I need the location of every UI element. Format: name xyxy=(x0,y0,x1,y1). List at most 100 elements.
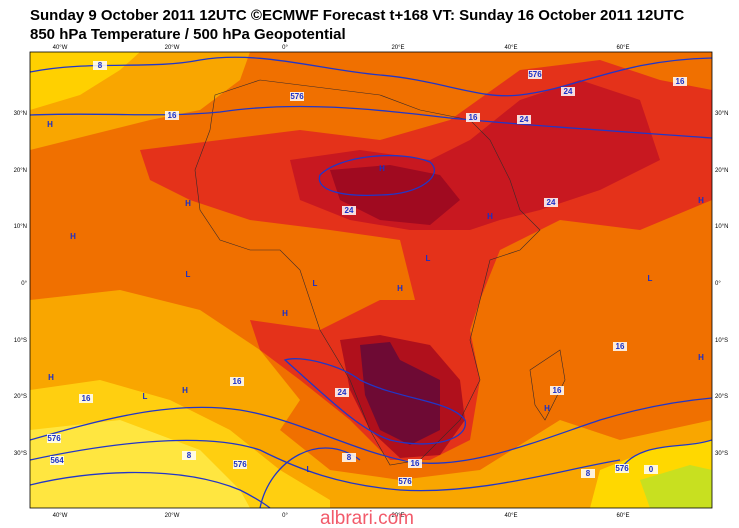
lat-label: 0° xyxy=(21,281,27,287)
contour-label-box xyxy=(182,451,196,460)
pressure-marker: H xyxy=(698,353,704,362)
pressure-marker: H xyxy=(397,284,403,293)
pressure-marker: H xyxy=(47,120,53,129)
lat-label: 20°S xyxy=(14,394,27,400)
lon-label: 0° xyxy=(282,513,288,519)
contour-label: 16 xyxy=(469,113,478,122)
contour-label: 16 xyxy=(553,386,562,395)
lat-label: 10°N xyxy=(715,224,728,230)
lon-label: 40°E xyxy=(504,513,517,519)
contour-label-box xyxy=(342,453,356,462)
contour-label: 576 xyxy=(615,464,629,473)
title-line2: 850 hPa Temperature / 500 hPa Geopotenti… xyxy=(30,26,346,43)
pressure-marker: L xyxy=(307,465,312,474)
contour-label: 24 xyxy=(338,388,347,397)
lat-label: 10°S xyxy=(14,338,27,344)
contour-label-box xyxy=(673,77,687,86)
contour-label: 16 xyxy=(233,377,242,386)
lat-label: 20°N xyxy=(14,168,27,174)
pressure-marker: L xyxy=(143,392,148,401)
lon-label: 20°E xyxy=(391,513,404,519)
contour-label-box xyxy=(290,92,304,101)
lat-label: 20°N xyxy=(715,168,728,174)
contour-label: 576 xyxy=(290,92,304,101)
contour-label-box xyxy=(615,464,629,473)
contour-label-box xyxy=(613,342,627,351)
lon-label: 20°W xyxy=(165,513,180,519)
pressure-marker: H xyxy=(487,212,493,221)
map-frame xyxy=(29,51,713,509)
pressure-marker: L xyxy=(426,254,431,263)
contour-label-box xyxy=(165,111,179,120)
lon-label: 0° xyxy=(282,45,288,51)
pressure-marker: H xyxy=(185,199,191,208)
pressure-marker: H xyxy=(70,232,76,241)
lon-label: 20°E xyxy=(391,45,404,51)
contour-label-box xyxy=(517,115,531,124)
pressure-marker: H xyxy=(379,164,385,173)
contour-label-box xyxy=(528,70,542,79)
contour-label: 16 xyxy=(411,459,420,468)
lat-label: 0° xyxy=(715,281,721,287)
contour-label-box xyxy=(47,434,61,443)
contour-label: 24 xyxy=(547,198,556,207)
contour-label: 8 xyxy=(347,453,352,462)
pressure-marker: H xyxy=(182,386,188,395)
contour-label: 564 xyxy=(50,456,64,465)
contour-label-box xyxy=(50,456,64,465)
lat-label: 20°S xyxy=(715,394,728,400)
contour-label: 8 xyxy=(187,451,192,460)
contour-label: 576 xyxy=(528,70,542,79)
contour-label: 576 xyxy=(398,477,412,486)
title-line1: Sunday 9 October 2011 12UTC ©ECMWF Forec… xyxy=(30,7,684,24)
lon-label: 40°W xyxy=(53,45,68,51)
contour-label-box xyxy=(233,460,247,469)
contour-label-box xyxy=(93,61,107,70)
lon-label: 60°E xyxy=(616,513,629,519)
contour-label: 576 xyxy=(233,460,247,469)
lat-label: 30°S xyxy=(14,451,27,457)
watermark: albrari.com xyxy=(320,508,414,528)
contour-label-box xyxy=(544,198,558,207)
lat-label: 30°N xyxy=(715,111,728,117)
contour-label-box xyxy=(230,377,244,386)
contour-label-box xyxy=(342,206,356,215)
map-field xyxy=(30,52,712,508)
lon-label: 60°E xyxy=(616,45,629,51)
pressure-marker: L xyxy=(186,270,191,279)
contour-label-box xyxy=(335,388,349,397)
contour-label-box xyxy=(644,465,658,474)
contour-label: 16 xyxy=(168,111,177,120)
contour-label: 24 xyxy=(520,115,529,124)
lat-label: 10°N xyxy=(14,224,27,230)
pressure-marker: L xyxy=(313,279,318,288)
pressure-marker: H xyxy=(282,309,288,318)
pressure-marker: H xyxy=(48,373,54,382)
contour-label: 16 xyxy=(676,77,685,86)
contour-label-box xyxy=(408,459,422,468)
contour-label: 24 xyxy=(345,206,354,215)
contour-label: 16 xyxy=(616,342,625,351)
contour-label: 8 xyxy=(98,61,103,70)
lon-label: 20°W xyxy=(165,45,180,51)
lon-label: 40°E xyxy=(504,45,517,51)
lon-label: 40°W xyxy=(53,513,68,519)
contour-label: 16 xyxy=(82,394,91,403)
contour-label: 24 xyxy=(564,87,573,96)
lat-label: 30°S xyxy=(715,451,728,457)
lat-label: 10°S xyxy=(715,338,728,344)
contour-label: 8 xyxy=(586,469,591,478)
pressure-marker: H xyxy=(544,404,550,413)
contour-label-box xyxy=(561,87,575,96)
contour-label-box xyxy=(79,394,93,403)
contour-label-box xyxy=(398,477,412,486)
contour-label-box xyxy=(550,386,564,395)
contour-label-box xyxy=(466,113,480,122)
lat-label: 30°N xyxy=(14,111,27,117)
pressure-marker: H xyxy=(698,196,704,205)
contour-label-box xyxy=(581,469,595,478)
pressure-marker: L xyxy=(648,274,653,283)
contour-label: 576 xyxy=(47,434,61,443)
contour-label: 0 xyxy=(649,465,654,474)
